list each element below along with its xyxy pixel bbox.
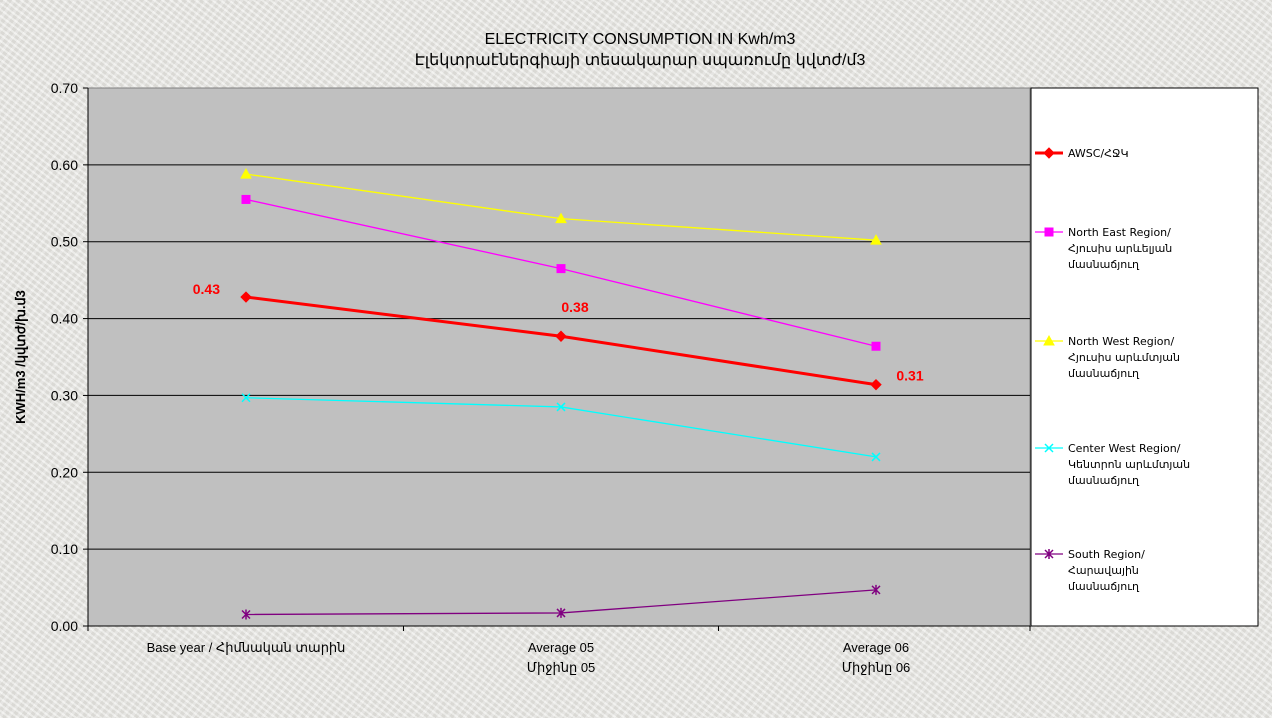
legend-entry: South Region/Հարավային մասնաճյուղ <box>1035 548 1145 593</box>
legend-entry: North West Region/Հյուսիս արևմտյան մասնաճ… <box>1035 334 1180 380</box>
x-tick-label: Միջինը 06 <box>842 660 911 675</box>
legend-label: North West Region/ <box>1068 335 1174 348</box>
data-point <box>555 212 567 224</box>
series-2 <box>240 168 882 245</box>
legend-entry: AWSC/ՀՋԿ <box>1035 147 1129 160</box>
data-point <box>871 584 881 595</box>
legend-label: Հյուսիս արևմտյան <box>1068 351 1180 364</box>
legend-entry: North East Region/Հյուսիս արևելյան մասնաճ… <box>1035 226 1172 271</box>
legend-label: Center West Region/ <box>1068 442 1181 455</box>
y-tick-label: 0.10 <box>51 541 78 557</box>
legend: AWSC/ՀՋԿ North East Region/Հյուսիս արևելյ… <box>1035 147 1190 593</box>
y-tick-label: 0.40 <box>51 311 78 327</box>
data-point <box>871 341 881 351</box>
legend-label: AWSC/ՀՋԿ <box>1068 147 1129 160</box>
legend-label: Հարավային <box>1068 564 1139 577</box>
legend-label: մասնաճյուղ <box>1068 580 1140 593</box>
y-axis-label: KWH/m3 /կվտժ/խ.մ3 <box>13 290 28 424</box>
legend-marker <box>1044 549 1054 559</box>
data-point <box>241 609 251 620</box>
data-point <box>556 402 566 412</box>
series-0 <box>240 291 882 391</box>
legend-marker <box>1043 334 1055 346</box>
series-layer <box>240 168 882 620</box>
x-tick-label: Average 05 <box>528 640 594 655</box>
data-point <box>241 393 251 403</box>
data-label: 0.43 <box>193 281 220 297</box>
data-point <box>556 264 566 274</box>
data-point <box>870 378 882 391</box>
y-tick-label: 0.60 <box>51 157 78 173</box>
y-tick-label: 0.70 <box>51 80 78 96</box>
y-tick-label: 0.50 <box>51 234 78 250</box>
plot-area <box>87 87 1031 627</box>
y-axis-ticks: 0.00 0.10 0.20 0.30 0.40 0.50 0.60 0.70 <box>51 80 1030 634</box>
series-1 <box>241 194 881 351</box>
legend-label: North East Region/ <box>1068 226 1171 239</box>
data-point <box>871 452 881 462</box>
legend-label: մասնաճյուղ <box>1068 258 1140 271</box>
y-tick-label: 0.00 <box>51 618 78 634</box>
legend-label: Կենտրոն արևմտյան <box>1068 458 1190 471</box>
chart-subtitle: Էլեկտրաէներգիայի տեսակարար սպառումը կվտժ… <box>415 52 866 69</box>
legend-label: մասնաճյուղ <box>1068 474 1140 487</box>
data-point <box>241 194 251 204</box>
x-tick-label: Average 06 <box>843 640 909 655</box>
data-point <box>556 607 566 618</box>
data-point <box>240 291 252 303</box>
legend-marker <box>1044 227 1054 237</box>
x-axis-ticks: Base year / Հիմնական տարին Average 05 Միջի… <box>87 626 1031 675</box>
legend-box <box>1030 87 1259 627</box>
data-point <box>555 330 567 342</box>
data-point <box>240 168 252 179</box>
legend-label: South Region/ <box>1068 548 1145 561</box>
data-label: 0.38 <box>561 299 588 315</box>
series-4 <box>241 584 881 620</box>
legend-label: Հյուսիս արևելյան <box>1068 242 1172 255</box>
x-tick-label: Base year / Հիմնական տարին <box>147 640 346 655</box>
x-tick-label: Միջինը 05 <box>527 660 596 675</box>
chart-title: ELECTRICITY CONSUMPTION IN Kwh/m3 <box>485 31 796 48</box>
legend-entry: Center West Region/Կենտրոն արևմտյան մասնա… <box>1035 442 1190 487</box>
data-label: 0.31 <box>896 368 923 384</box>
y-tick-label: 0.30 <box>51 387 78 403</box>
legend-marker <box>1044 443 1054 453</box>
y-tick-label: 0.20 <box>51 464 78 480</box>
gridlines <box>88 164 1030 550</box>
data-labels: 0.43 0.38 0.31 <box>193 281 924 384</box>
legend-label: մասնաճյուղ <box>1068 367 1140 380</box>
data-point <box>870 234 882 245</box>
series-3 <box>241 393 881 462</box>
legend-marker <box>1043 147 1055 159</box>
